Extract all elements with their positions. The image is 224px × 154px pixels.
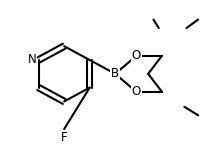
Text: N: N — [28, 53, 37, 67]
Text: F: F — [61, 131, 67, 144]
Text: O: O — [132, 85, 141, 98]
Text: O: O — [132, 49, 141, 62]
Text: B: B — [111, 67, 119, 80]
